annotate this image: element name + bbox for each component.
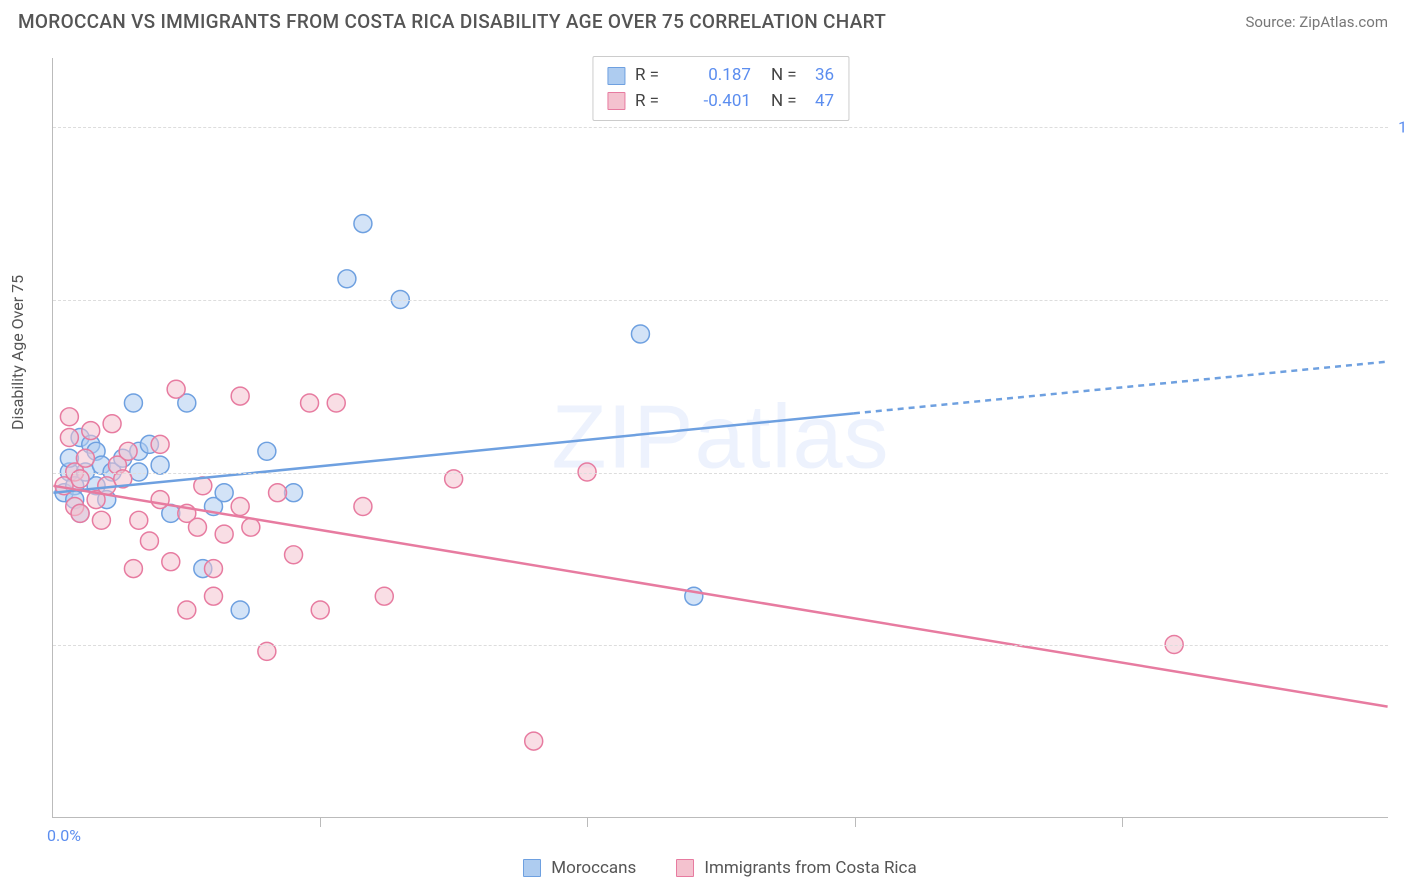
data-point xyxy=(354,215,372,233)
data-point xyxy=(327,394,345,412)
data-point xyxy=(162,553,180,571)
data-point xyxy=(60,408,78,426)
data-point xyxy=(140,532,158,550)
x-tick xyxy=(1122,817,1123,827)
gridline-horizontal xyxy=(53,127,1388,128)
data-point xyxy=(354,498,372,516)
data-point xyxy=(76,449,94,467)
n-value-a: 36 xyxy=(815,63,834,89)
legend-item-series-b: Immigrants from Costa Rica xyxy=(676,858,916,878)
n-value-b: 47 xyxy=(815,89,834,115)
legend-item-series-a: Moroccans xyxy=(523,858,636,878)
data-point xyxy=(258,442,276,460)
x-tick xyxy=(320,817,321,827)
data-point xyxy=(231,387,249,405)
data-point xyxy=(71,504,89,522)
gridline-horizontal xyxy=(53,473,1388,474)
swatch-series-b xyxy=(676,859,694,877)
legend-row-series-b: R = -0.401 N = 47 xyxy=(607,89,834,115)
data-point xyxy=(124,560,142,578)
data-point xyxy=(215,525,233,543)
data-point xyxy=(231,601,249,619)
data-point xyxy=(92,511,110,529)
data-point xyxy=(178,601,196,619)
legend-label-b: Immigrants from Costa Rica xyxy=(704,858,916,878)
data-point xyxy=(269,484,287,502)
data-point xyxy=(130,511,148,529)
r-label: R = xyxy=(635,89,671,115)
data-point xyxy=(285,546,303,564)
data-point xyxy=(204,560,222,578)
data-point xyxy=(631,325,649,343)
legend-row-series-a: R = 0.187 N = 36 xyxy=(607,63,834,89)
data-point xyxy=(151,435,169,453)
chart-header: MOROCCAN VS IMMIGRANTS FROM COSTA RICA D… xyxy=(0,0,1406,33)
n-label: N = xyxy=(771,63,805,89)
x-tick xyxy=(855,817,856,827)
y-axis-label: Disability Age Over 75 xyxy=(8,275,27,430)
scatter-svg xyxy=(53,58,1388,817)
y-tick-label: 100.0% xyxy=(1398,118,1406,137)
data-point xyxy=(167,380,185,398)
data-point xyxy=(119,442,137,460)
data-point xyxy=(338,270,356,288)
legend-label-a: Moroccans xyxy=(551,858,636,878)
data-point xyxy=(124,394,142,412)
data-point xyxy=(151,491,169,509)
data-point xyxy=(231,498,249,516)
data-point xyxy=(204,587,222,605)
data-point xyxy=(103,415,121,433)
data-point xyxy=(242,518,260,536)
data-point xyxy=(525,732,543,750)
gridline-horizontal xyxy=(53,645,1388,646)
data-point xyxy=(301,394,319,412)
data-point xyxy=(151,456,169,474)
chart-plot-area: ZIPatlas R = 0.187 N = 36 R = -0.401 N =… xyxy=(52,58,1388,818)
regression-line-extrapolated xyxy=(854,362,1388,414)
r-value-a: 0.187 xyxy=(681,63,751,89)
swatch-series-b xyxy=(607,92,625,110)
x-axis-start-label: 0.0% xyxy=(47,826,81,845)
data-point xyxy=(375,587,393,605)
gridline-horizontal xyxy=(53,300,1388,301)
regression-line xyxy=(53,486,1387,707)
x-tick xyxy=(587,817,588,827)
chart-title: MOROCCAN VS IMMIGRANTS FROM COSTA RICA D… xyxy=(18,10,886,33)
data-point xyxy=(311,601,329,619)
chart-source: Source: ZipAtlas.com xyxy=(1245,13,1388,31)
r-label: R = xyxy=(635,63,671,89)
data-point xyxy=(215,484,233,502)
data-point xyxy=(188,518,206,536)
swatch-series-a xyxy=(523,859,541,877)
r-value-b: -0.401 xyxy=(681,89,751,115)
swatch-series-a xyxy=(607,67,625,85)
correlation-legend: R = 0.187 N = 36 R = -0.401 N = 47 xyxy=(592,56,849,121)
data-point xyxy=(60,429,78,447)
data-point xyxy=(82,422,100,440)
series-legend: Moroccans Immigrants from Costa Rica xyxy=(52,858,1388,878)
n-label: N = xyxy=(771,89,805,115)
